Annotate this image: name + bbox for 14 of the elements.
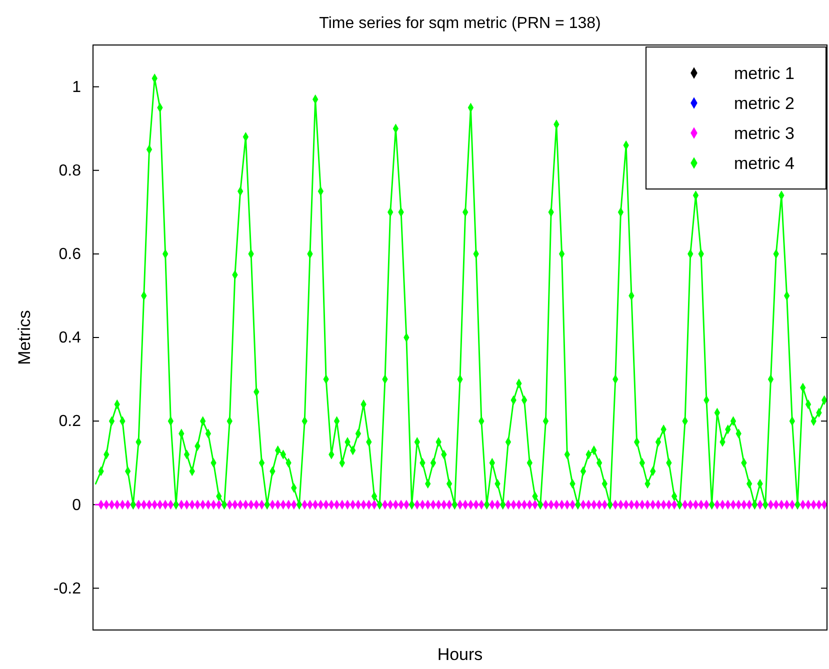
y-tick-label: 0.8 bbox=[58, 162, 82, 180]
y-tick-label: -0.2 bbox=[53, 580, 82, 598]
legend-label: metric 1 bbox=[734, 64, 794, 83]
chart-title: Time series for sqm metric (PRN = 138) bbox=[319, 15, 601, 32]
y-tick-label: 0.2 bbox=[58, 413, 82, 430]
y-tick-label: 0 bbox=[72, 496, 82, 514]
y-tick-label: 0.4 bbox=[58, 330, 82, 347]
x-axis-title: Hours bbox=[437, 645, 483, 664]
legend-label: metric 2 bbox=[734, 94, 794, 113]
legend-label: metric 4 bbox=[734, 154, 794, 173]
y-tick-label: 1 bbox=[72, 78, 82, 96]
y-axis-title: Metrics bbox=[15, 310, 34, 365]
legend-label: metric 3 bbox=[734, 124, 794, 143]
y-tick-label: 0.6 bbox=[58, 246, 82, 264]
